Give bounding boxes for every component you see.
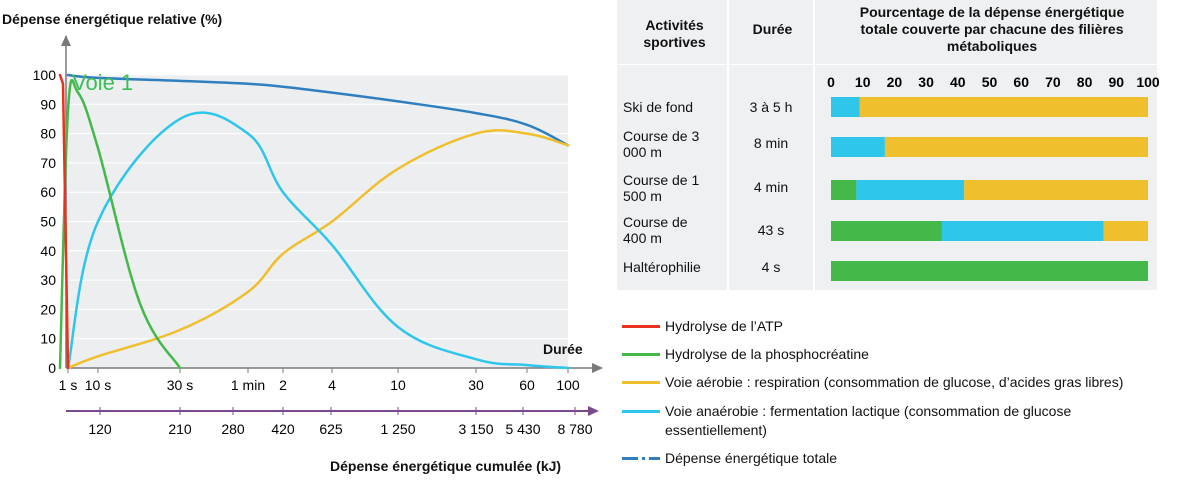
duration-value: 4 min — [753, 179, 789, 195]
x-tick-label: 2 — [279, 377, 287, 393]
header-divider — [617, 64, 1157, 65]
activity-label: Course de 1 500 m — [623, 172, 700, 204]
x-axis-label: Durée — [543, 341, 583, 357]
column-divider-1 — [727, 0, 729, 290]
x2-tick-label: 210 — [168, 421, 192, 437]
x-tick-label: 30 — [468, 377, 484, 393]
y-axis-label: Dépense énergétique relative (%) — [2, 11, 223, 27]
x-tick-label: 10 — [390, 377, 406, 393]
column-divider-2 — [813, 0, 815, 290]
x2-axis-arrow — [588, 406, 599, 416]
x2-tick-label: 1 250 — [380, 421, 415, 437]
x-tick-label: 1 min — [231, 377, 265, 393]
col-activity-header: Activités sportives — [643, 17, 706, 50]
atp-line — [58, 73, 70, 370]
aerobic-line — [66, 129, 570, 370]
activity-table: Activités sportives Durée Pourcentage de… — [617, 0, 1157, 290]
y-tick-label: 80 — [40, 126, 56, 142]
legend-label: Voie aérobie : respiration (consommation… — [665, 374, 1124, 390]
x-axis-arrow — [592, 363, 603, 373]
x2-tick-label: 420 — [271, 421, 295, 437]
y-tick-label: 70 — [40, 155, 56, 171]
x2-tick-label: 625 — [319, 421, 343, 437]
legend-label: Voie anaérobie : fermentation lactique (… — [665, 403, 1072, 438]
y-axis-arrow — [61, 35, 71, 46]
legend-swatch-anaerobic — [622, 410, 660, 413]
legend-swatch-atp — [622, 325, 660, 328]
duration-value: 8 min — [753, 135, 789, 151]
x2-tick-label: 280 — [221, 421, 245, 437]
x-tick-label: 100 — [556, 377, 580, 393]
legend-label: Dépense énergétique totale — [665, 450, 838, 466]
legend-label: Hydrolyse de l’ATP — [665, 318, 784, 334]
total-line — [66, 73, 570, 147]
legend-label: Hydrolyse de la phosphocréatine — [665, 346, 869, 362]
activity-label: Ski de fond — [623, 99, 694, 115]
x2-tick-label: 5 430 — [505, 421, 540, 437]
x-tick-label: 60 — [519, 377, 535, 393]
activity-label: Course de 3 000 m — [623, 128, 700, 160]
anaerobic-line — [66, 111, 570, 370]
chart-annotation: Voie 1 — [72, 70, 134, 95]
y-tick-label: 20 — [40, 301, 56, 317]
activity-label: Haltérophilie — [623, 259, 701, 275]
y-tick-label: 10 — [40, 331, 56, 347]
y-tick-label: 40 — [40, 243, 56, 259]
legend-swatch-total — [622, 457, 660, 460]
x2-tick-label: 120 — [88, 421, 112, 437]
x-tick-label: 30 s — [167, 377, 193, 393]
col-duration-header: Durée — [752, 21, 793, 37]
x2-axis-label: Dépense énergétique cumulée (kJ) — [330, 458, 562, 474]
y-tick-label: 30 — [40, 272, 56, 288]
y-tick-label: 60 — [40, 184, 56, 200]
line-chart: 0 10 20 30 40 50 60 70 80 90 100 1 s 10 s 30 s 1 min 2 4… — [33, 35, 603, 437]
y-tick-label: 0 — [48, 360, 56, 376]
legend-swatch-phosphocreatine — [622, 353, 660, 356]
activity-label: Course de 400 m — [623, 214, 688, 246]
y-tick-label: 50 — [40, 214, 56, 230]
y-tick-label: 90 — [40, 96, 56, 112]
legend-swatch-aerobic — [622, 381, 660, 384]
duration-value: 43 s — [757, 222, 785, 238]
y-tick-label: 100 — [33, 67, 57, 83]
x2-tick-label: 3 150 — [458, 421, 493, 437]
x-tick-label: 4 — [328, 377, 336, 393]
x2-tick-label: 8 780 — [557, 421, 592, 437]
duration-value: 4 s — [761, 259, 781, 275]
col-percent-header: Pourcentage de la dépense énergétique to… — [859, 4, 1125, 54]
x-tick-label: 1 s — [59, 377, 78, 393]
x-tick-label: 10 s — [85, 377, 111, 393]
duration-value: 3 à 5 h — [749, 99, 793, 115]
